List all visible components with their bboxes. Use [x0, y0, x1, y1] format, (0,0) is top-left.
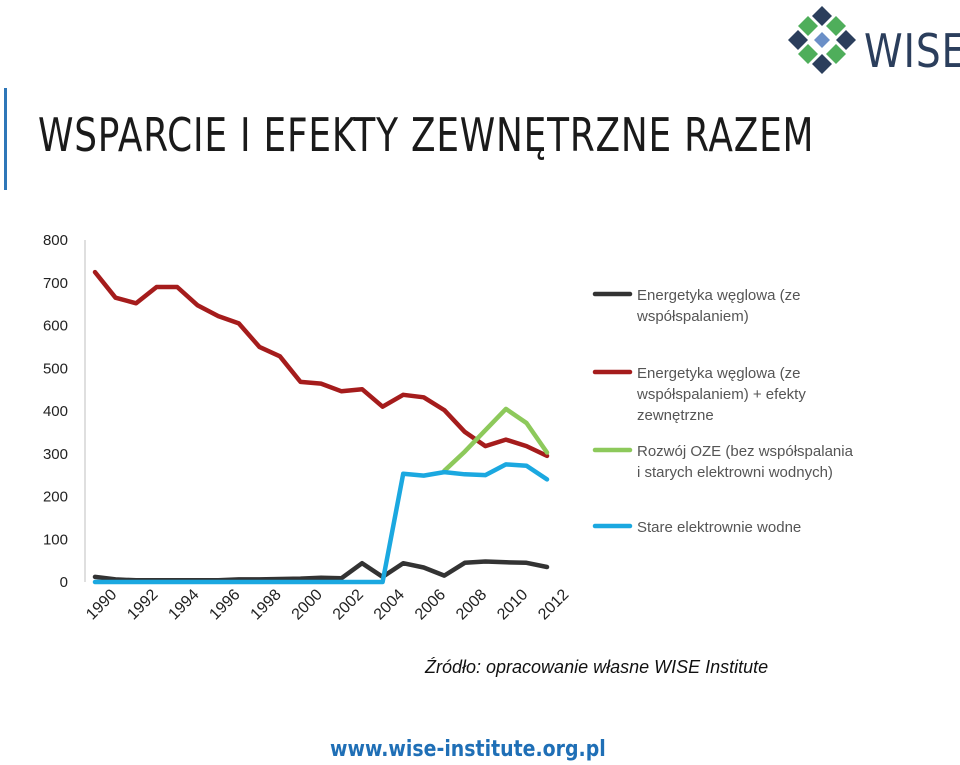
x-tick-label: 2006 — [412, 586, 449, 623]
y-tick-label: 200 — [43, 489, 68, 506]
legend-label-1: współspalaniem) — [636, 308, 749, 325]
x-tick-label: 1994 — [165, 586, 202, 623]
legend-label-2: zewnętrzne — [637, 407, 714, 424]
logo-text: WISE — [864, 24, 960, 78]
y-tick-label: 500 — [43, 360, 68, 377]
x-tick-label: 1992 — [124, 586, 161, 623]
chart-series — [92, 269, 550, 585]
x-tick-label: 1990 — [83, 586, 120, 623]
title-accent-rule — [4, 88, 7, 190]
x-tick-label: 2000 — [289, 586, 326, 623]
legend-label-3: i starych elektrowni wodnych) — [637, 464, 833, 481]
legend-label-3: Rozwój OZE (bez współspalania — [637, 443, 854, 460]
series-line-1 — [92, 559, 550, 583]
legend-label-2: współspalaniem) + efekty — [636, 386, 806, 403]
wise-logo-icon — [788, 6, 856, 74]
legend-label-1: Energetyka węglowa (ze — [637, 287, 800, 304]
y-tick-label: 400 — [43, 403, 68, 420]
x-tick-label: 2012 — [535, 586, 572, 623]
series-line-2 — [92, 269, 550, 459]
x-axis: 1990 1992 1994 1996 1998 2000 2002 2004 2006 2008… — [83, 586, 572, 623]
page-title: WSPARCIE I EFEKTY ZEWNĘTRZNE RAZEM — [38, 108, 815, 162]
legend-label-2: Energetyka węglowa (ze — [637, 365, 800, 382]
x-tick-label: 2004 — [371, 586, 408, 623]
y-tick-label: 0 — [60, 574, 68, 591]
series-line-4 — [92, 462, 550, 585]
y-tick-label: 100 — [43, 531, 68, 548]
x-tick-label: 1996 — [206, 586, 243, 623]
x-tick-label: 2010 — [494, 586, 531, 623]
y-tick-label: 700 — [43, 275, 68, 292]
x-tick-label: 1998 — [248, 586, 285, 623]
y-tick-label: 600 — [43, 318, 68, 335]
y-tick-label: 800 — [43, 232, 68, 249]
legend-label-4: Stare elektrownie wodne — [637, 519, 801, 536]
website-link[interactable]: www.wise-institute.org.pl — [330, 737, 606, 762]
y-tick-label: 300 — [43, 446, 68, 463]
x-tick-label: 2002 — [330, 586, 367, 623]
y-axis: 0 100 200 300 400 500 600 700 800 — [43, 232, 86, 591]
chart-legend: Energetyka węglowa (ze współspalaniem) Ene… — [592, 287, 854, 536]
x-tick-label: 2008 — [453, 586, 490, 623]
series-line-3 — [442, 406, 550, 474]
source-note: Źródło: opracowanie własne WISE Institut… — [425, 657, 769, 677]
